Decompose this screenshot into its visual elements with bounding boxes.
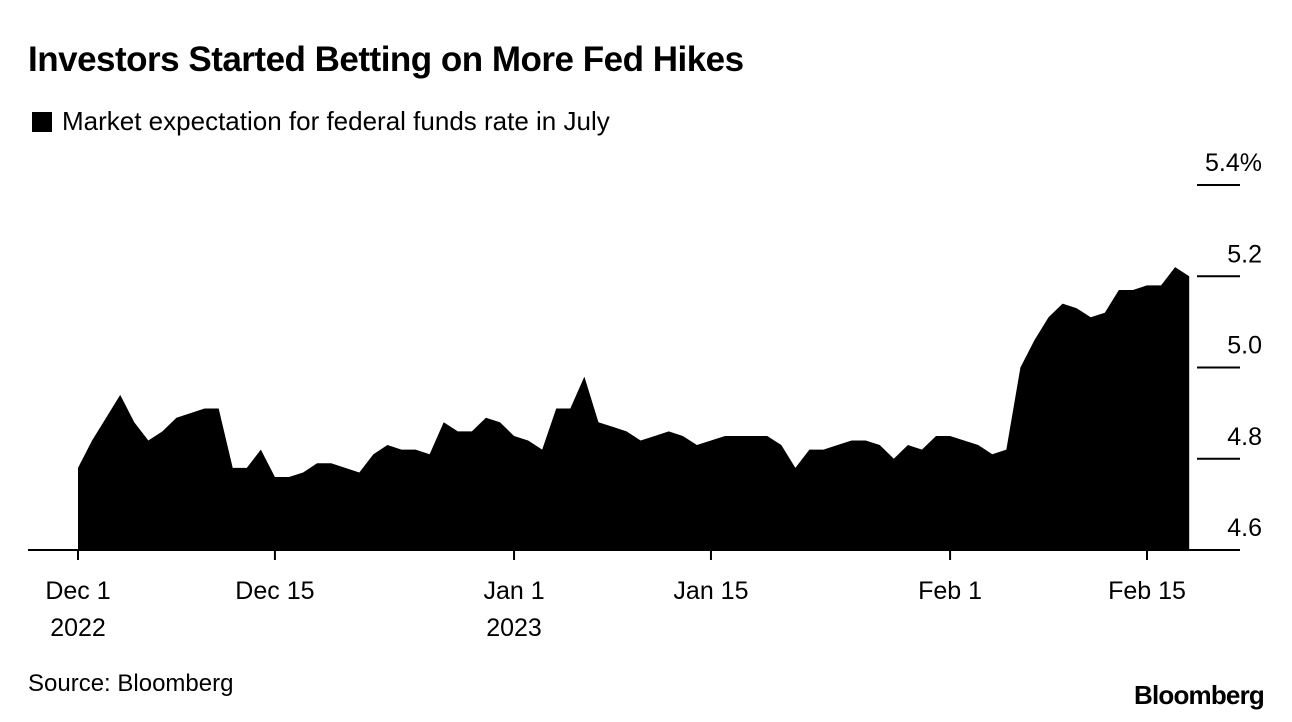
x-tick-label: Jan 1 xyxy=(483,577,544,605)
series-area xyxy=(78,267,1190,550)
chart-legend: Market expectation for federal funds rat… xyxy=(32,106,610,137)
legend-label: Market expectation for federal funds rat… xyxy=(62,106,610,136)
y-tick-label: 5.0 xyxy=(1227,332,1262,360)
legend-swatch xyxy=(32,111,52,132)
y-tick-label: 5.2 xyxy=(1227,240,1262,268)
brand-logo: Bloomberg xyxy=(1133,680,1265,710)
x-tick-label: Dec 1 xyxy=(45,577,110,605)
y-tick-label: 4.6 xyxy=(1227,514,1262,542)
x-tick-year-label: 2022 xyxy=(50,614,106,642)
source-note: Source: Bloomberg xyxy=(28,670,234,697)
y-tick-label: 5.4% xyxy=(1205,149,1262,177)
x-tick-label: Feb 15 xyxy=(1108,577,1186,605)
y-tick-label: 4.8 xyxy=(1227,423,1262,451)
x-tick-label: Dec 15 xyxy=(235,577,314,605)
chart-title: Investors Started Betting on More Fed Hi… xyxy=(28,40,744,79)
x-tick-label: Feb 1 xyxy=(918,577,982,605)
x-tick-year-label: 2023 xyxy=(486,614,542,642)
x-tick-label: Jan 15 xyxy=(673,577,748,605)
